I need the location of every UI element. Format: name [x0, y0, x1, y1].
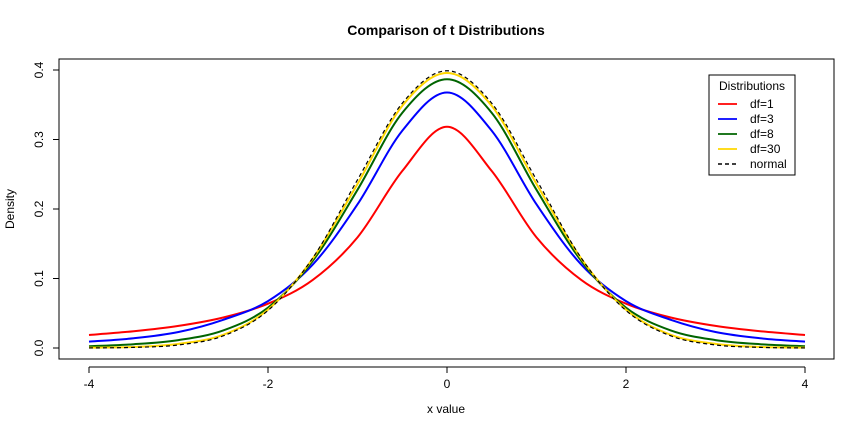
x-tick-label: 2 [623, 377, 630, 391]
x-tick-label: -4 [84, 377, 95, 391]
legend-title: Distributions [719, 79, 785, 93]
legend-label: normal [750, 157, 787, 171]
y-tick-label: 0.0 [32, 339, 46, 356]
series-layer [88, 70, 806, 349]
x-tick-label: 0 [444, 377, 451, 391]
y-tick-label: 0.4 [32, 61, 46, 78]
legend-box [708, 74, 796, 176]
chart-title: Comparison of t Distributions [347, 22, 545, 38]
series-line-df-8 [88, 78, 806, 348]
series-line-df-30 [88, 72, 806, 349]
legend-label: df=3 [750, 112, 774, 126]
y-tick-label: 0.2 [32, 200, 46, 217]
y-tick-label: 0.1 [32, 270, 46, 287]
x-tick-label: 4 [802, 377, 809, 391]
y-axis: 0.0 0.1 0.2 0.3 0.4 [32, 61, 60, 356]
legend-label: df=1 [750, 97, 774, 111]
series-line-df-3 [88, 91, 806, 343]
x-tick-label: -2 [263, 377, 274, 391]
x-axis-label: x value [427, 402, 465, 416]
legend-label: df=30 [750, 142, 781, 156]
y-tick-label: 0.3 [32, 131, 46, 148]
series-line-normal [88, 70, 806, 349]
y-axis-label: Density [3, 189, 17, 229]
x-axis: -4 -2 0 2 4 [84, 366, 809, 391]
legend-label: df=8 [750, 127, 774, 141]
series-line-df-1 [88, 125, 806, 336]
